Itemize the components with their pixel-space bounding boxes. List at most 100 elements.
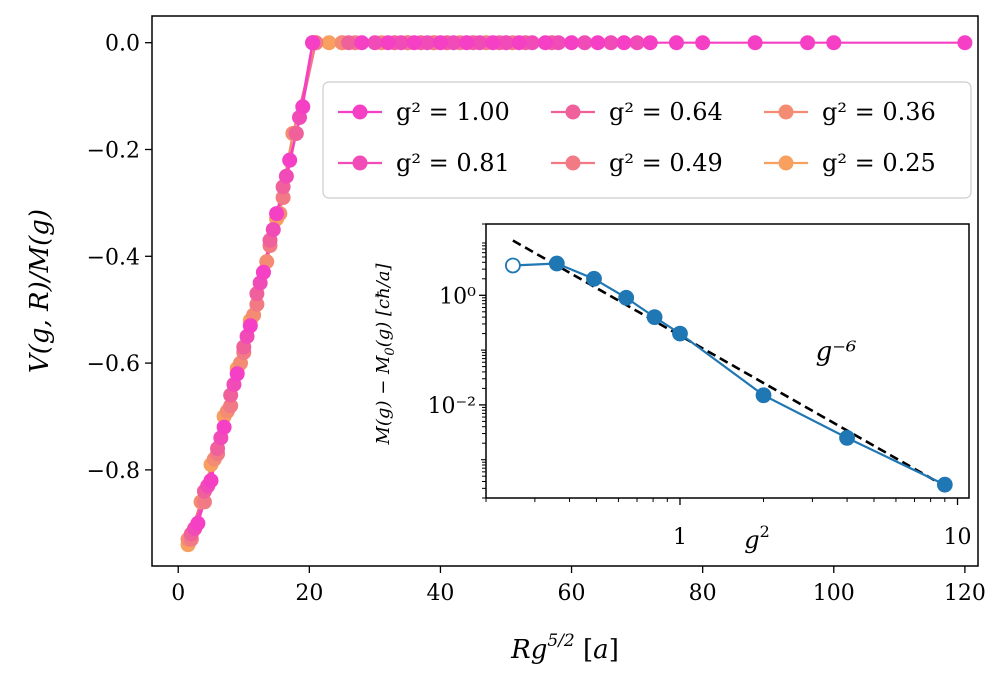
data-point	[603, 35, 619, 51]
data-point	[341, 35, 357, 51]
legend-marker	[352, 104, 368, 120]
data-point	[668, 35, 684, 51]
data-point	[288, 125, 304, 141]
y-tick-label: −0.8	[87, 459, 140, 484]
y-tick-label: −0.2	[87, 138, 140, 163]
data-point	[524, 35, 540, 51]
data-point	[537, 35, 553, 51]
data-point	[265, 222, 281, 238]
data-point	[393, 35, 409, 51]
inset-y-tick-label: 10⁻²	[428, 394, 476, 419]
x-tick-label: 20	[295, 581, 323, 606]
data-point	[577, 35, 593, 51]
main-xlabel: Rg5/2 [a]	[510, 631, 619, 665]
inset-ylabel: M(g) − M0(g) [cħ/a]	[373, 263, 398, 446]
legend-label: g² = 0.81	[396, 149, 510, 177]
main-plot-frame	[151, 15, 979, 567]
data-point	[446, 35, 462, 51]
data-point	[305, 35, 321, 51]
inset-x-tick-label: 1	[673, 525, 687, 550]
y-tick-label: 0.0	[105, 32, 140, 57]
data-point	[800, 35, 816, 51]
data-point	[190, 515, 206, 531]
data-point	[485, 35, 501, 51]
data-point	[275, 190, 291, 206]
inset-data-point	[548, 255, 565, 272]
data-point	[642, 35, 658, 51]
data-point	[196, 494, 212, 510]
legend-marker	[565, 104, 581, 120]
legend-marker	[778, 155, 794, 171]
inset-data-point	[936, 476, 953, 493]
data-point	[419, 35, 435, 51]
inset-ticks: 1 10 10⁰ 10⁻²	[428, 223, 972, 550]
data-point	[511, 35, 527, 51]
data-point	[229, 366, 245, 382]
data-point	[216, 419, 232, 435]
inset-y-tick-label: 10⁰	[439, 284, 476, 309]
data-point	[432, 35, 448, 51]
legend-label: g² = 1.00	[396, 98, 510, 126]
y-tick-label: −0.4	[87, 245, 140, 270]
legend-marker	[352, 155, 368, 171]
legend-label: g² = 0.25	[822, 149, 936, 177]
data-point	[564, 35, 580, 51]
data-point	[242, 318, 258, 334]
legend-marker	[778, 104, 794, 120]
data-point	[282, 152, 298, 168]
x-tick-label: 0	[171, 581, 185, 606]
data-point	[498, 35, 514, 51]
legend-marker	[565, 155, 581, 171]
main-series	[180, 35, 973, 553]
main-ylabel: V(g, R)/M(g)	[25, 209, 55, 373]
data-point	[354, 35, 370, 51]
inset-data-point	[618, 289, 635, 306]
legend-label: g² = 0.64	[609, 98, 723, 126]
legend-label: g² = 0.49	[609, 149, 723, 177]
data-point	[406, 35, 422, 51]
legend: g² = 1.00 g² = 0.81 g² = 0.64 g² = 0.49 g² =…	[338, 98, 936, 177]
data-point	[380, 35, 396, 51]
main-ticks: 0 20 40 60 80 100 120 0.0 −0.2 −0.4 −0.6 −0.8	[87, 32, 986, 606]
x-tick-label: 40	[426, 581, 454, 606]
x-tick-label: 80	[689, 581, 717, 606]
data-point	[223, 398, 239, 414]
legend-box	[322, 81, 972, 199]
data-point	[695, 35, 711, 51]
x-tick-label: 100	[813, 581, 855, 606]
inset-annotation: g⁻⁶	[816, 337, 857, 367]
data-point	[295, 99, 311, 115]
data-point	[321, 35, 337, 51]
inset-x-tick-label: 10	[944, 525, 972, 550]
data-point	[459, 35, 475, 51]
data-point	[590, 35, 606, 51]
data-point	[472, 35, 488, 51]
data-point	[629, 35, 645, 51]
inset-data-point	[672, 325, 688, 342]
inset-data-point	[755, 387, 772, 404]
data-point	[616, 35, 632, 51]
inset-data-point	[646, 309, 663, 326]
data-point	[269, 206, 285, 222]
y-tick-label: −0.6	[87, 352, 140, 377]
data-point	[203, 473, 219, 489]
inset-series	[504, 239, 953, 493]
data-point	[249, 296, 265, 312]
data-point	[255, 264, 271, 280]
inset-data-point	[586, 270, 602, 287]
legend-label: g² = 0.36	[822, 98, 936, 126]
inset-fit-line	[512, 239, 946, 488]
inset-xlabel: g2	[744, 522, 770, 554]
data-point	[550, 35, 566, 51]
inset-data-point	[839, 429, 855, 446]
x-tick-label: 120	[944, 581, 986, 606]
x-tick-label: 60	[558, 581, 586, 606]
data-point	[367, 35, 383, 51]
data-point	[957, 35, 973, 51]
data-point	[278, 168, 294, 184]
data-point	[826, 35, 842, 51]
inset-data-point	[504, 257, 521, 274]
inset-frame	[485, 223, 970, 499]
data-point	[747, 35, 763, 51]
